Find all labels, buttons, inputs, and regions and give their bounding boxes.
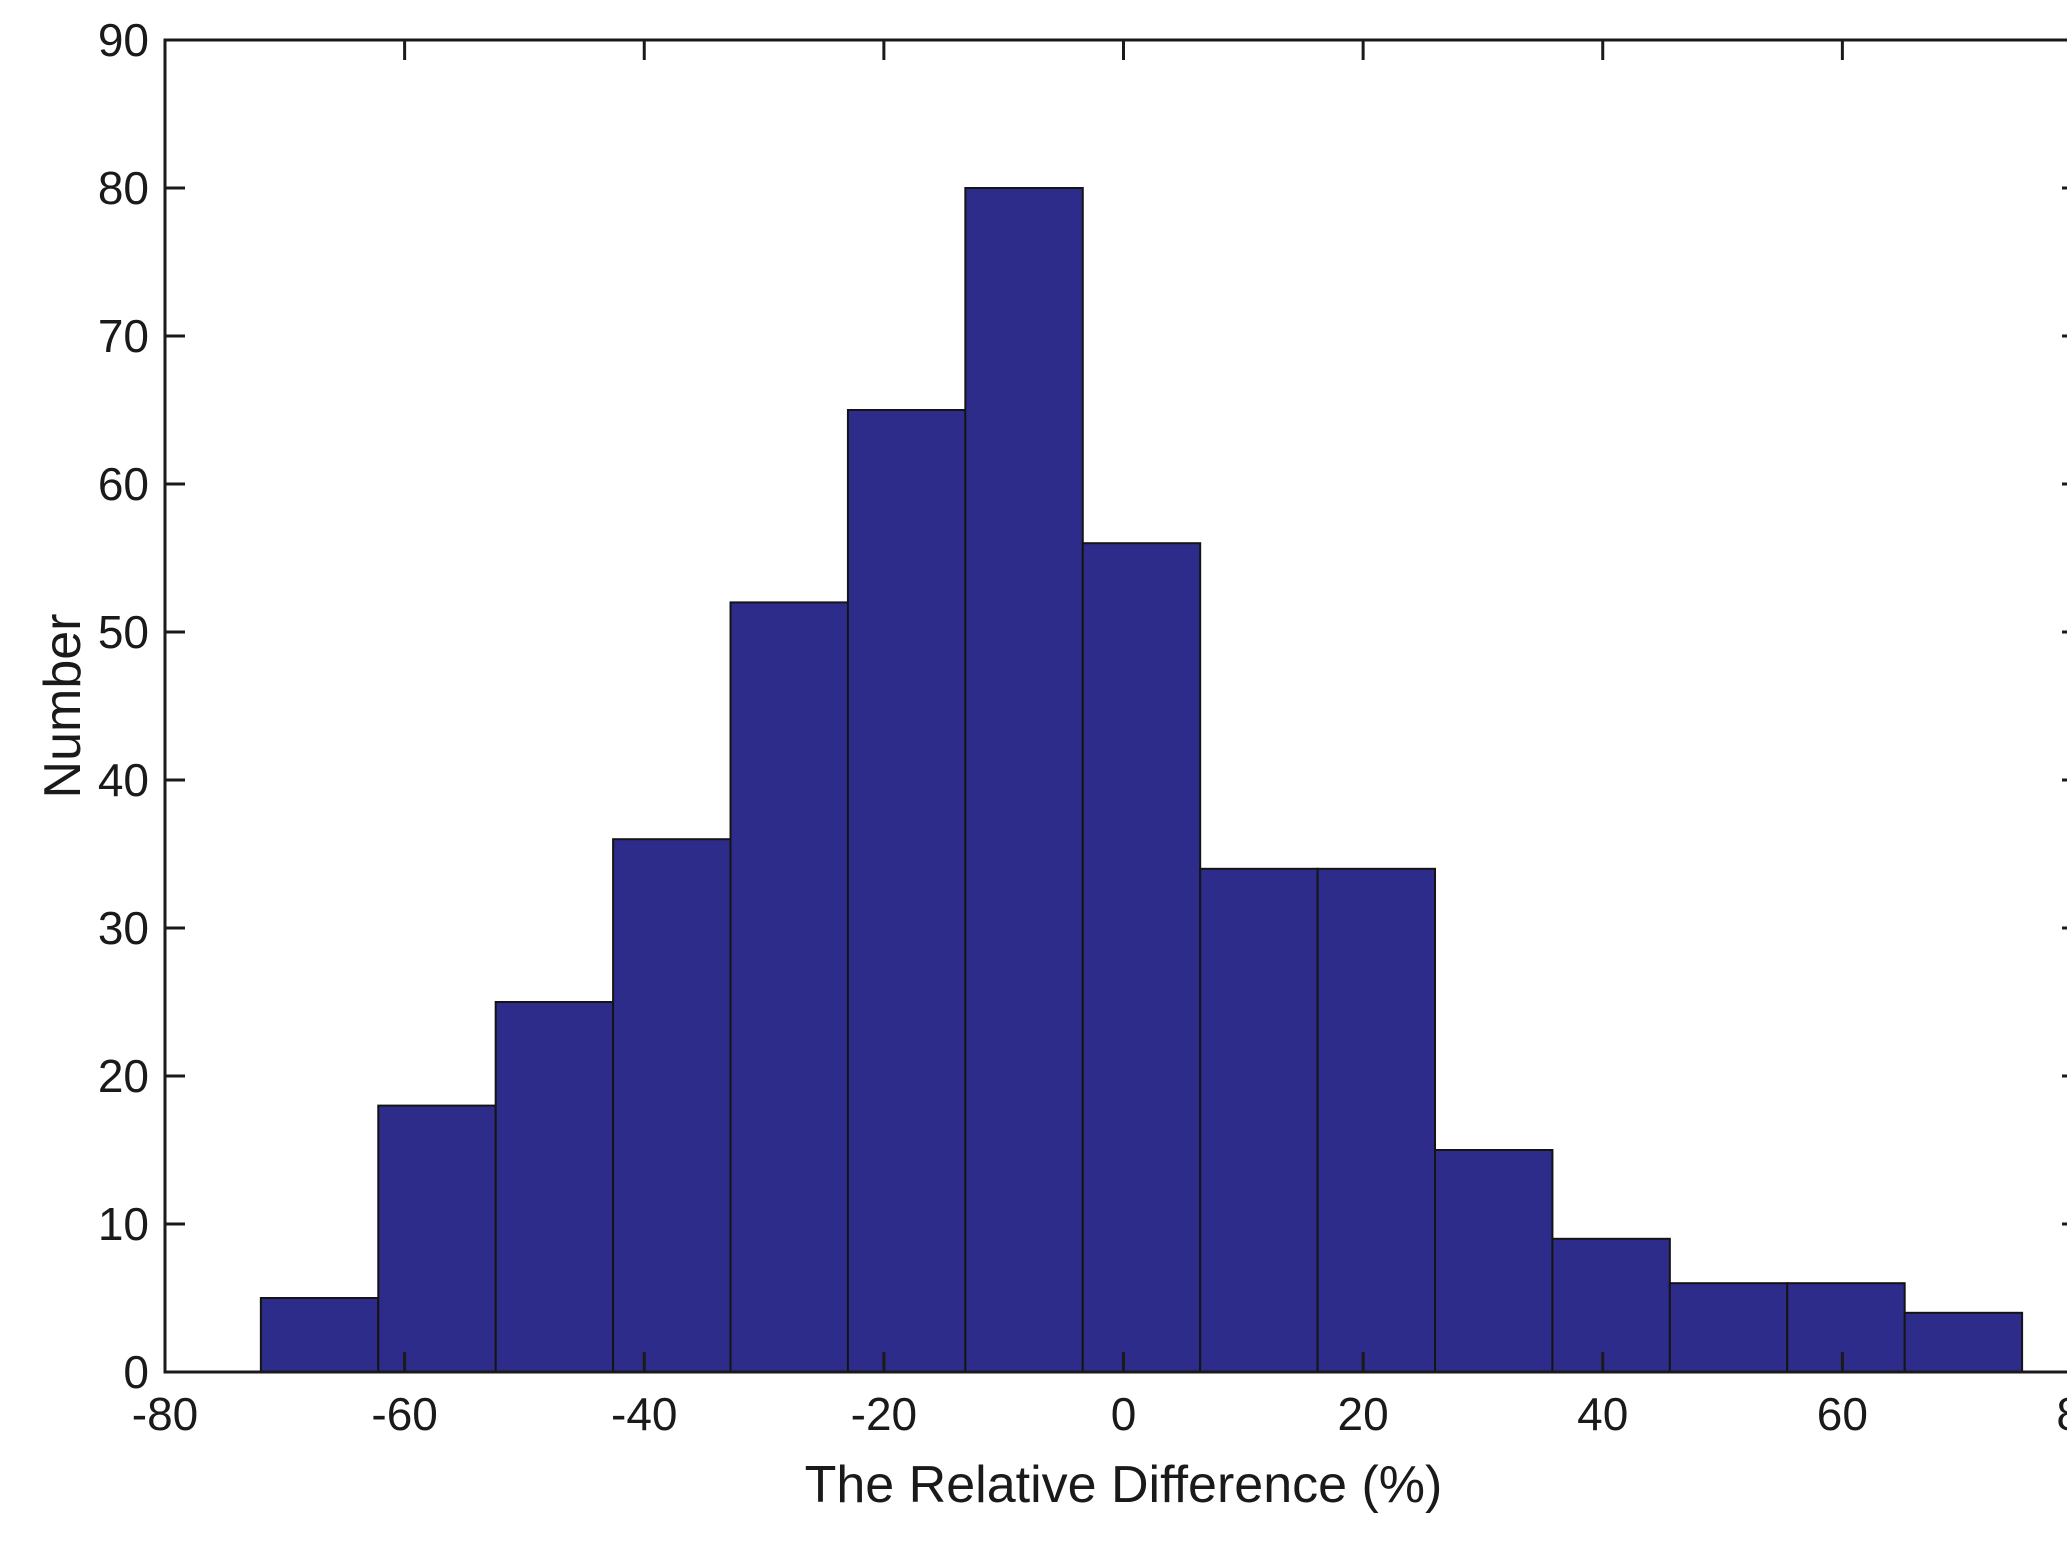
y-tick-label: 0 <box>123 1346 149 1398</box>
y-tick-label: 90 <box>98 16 149 66</box>
histogram-figure: -80 -60 -40 -20 0 20 40 60 80 0 10 20 30 40 50 60 70 80 90… <box>40 16 2067 1528</box>
y-tick-label: 70 <box>98 310 149 362</box>
histogram-bar <box>494 1001 615 1373</box>
x-tick-label: 60 <box>1817 1388 1868 1440</box>
histogram-bar <box>1786 1282 1906 1373</box>
histogram-bar <box>964 187 1084 1373</box>
x-axis-label: The Relative Difference (%) <box>805 1456 1443 1514</box>
histogram-bar <box>1316 867 1437 1373</box>
y-tick-label: 60 <box>98 458 149 510</box>
y-tick-label: 80 <box>98 162 149 214</box>
y-tick-label: 20 <box>98 1050 149 1102</box>
histogram-bar <box>377 1104 497 1373</box>
histogram-bar <box>1903 1311 2024 1374</box>
x-tick-label: -80 <box>132 1388 198 1440</box>
x-tick-label: -60 <box>371 1388 437 1440</box>
histogram-bar <box>1668 1282 1789 1373</box>
histogram-bar <box>846 409 967 1373</box>
y-tick-label: 50 <box>98 606 149 658</box>
y-tick-label: 30 <box>98 902 149 954</box>
histogram-bar <box>729 601 849 1373</box>
x-tick-label: -40 <box>611 1388 677 1440</box>
histogram-bar <box>1551 1237 1671 1374</box>
histogram-bar <box>1199 867 1319 1373</box>
histogram-bar <box>1434 1149 1554 1373</box>
histogram-bar <box>1081 542 1202 1373</box>
y-tick-label: 40 <box>98 754 149 806</box>
histogram-svg: -80 -60 -40 -20 0 20 40 60 80 0 10 20 30 40 50 60 70 80 90… <box>40 16 2067 1514</box>
x-tick-label: 40 <box>1577 1388 1628 1440</box>
x-tick-label: 80 <box>2056 1388 2067 1440</box>
y-tick-label: 10 <box>98 1198 149 1250</box>
y-axis-label: Number <box>40 614 92 799</box>
x-tick-label: 20 <box>1338 1388 1389 1440</box>
x-tick-label: 0 <box>1111 1388 1137 1440</box>
x-tick-label: -20 <box>851 1388 917 1440</box>
histogram-bar <box>259 1297 380 1373</box>
histogram-bar <box>612 838 732 1373</box>
